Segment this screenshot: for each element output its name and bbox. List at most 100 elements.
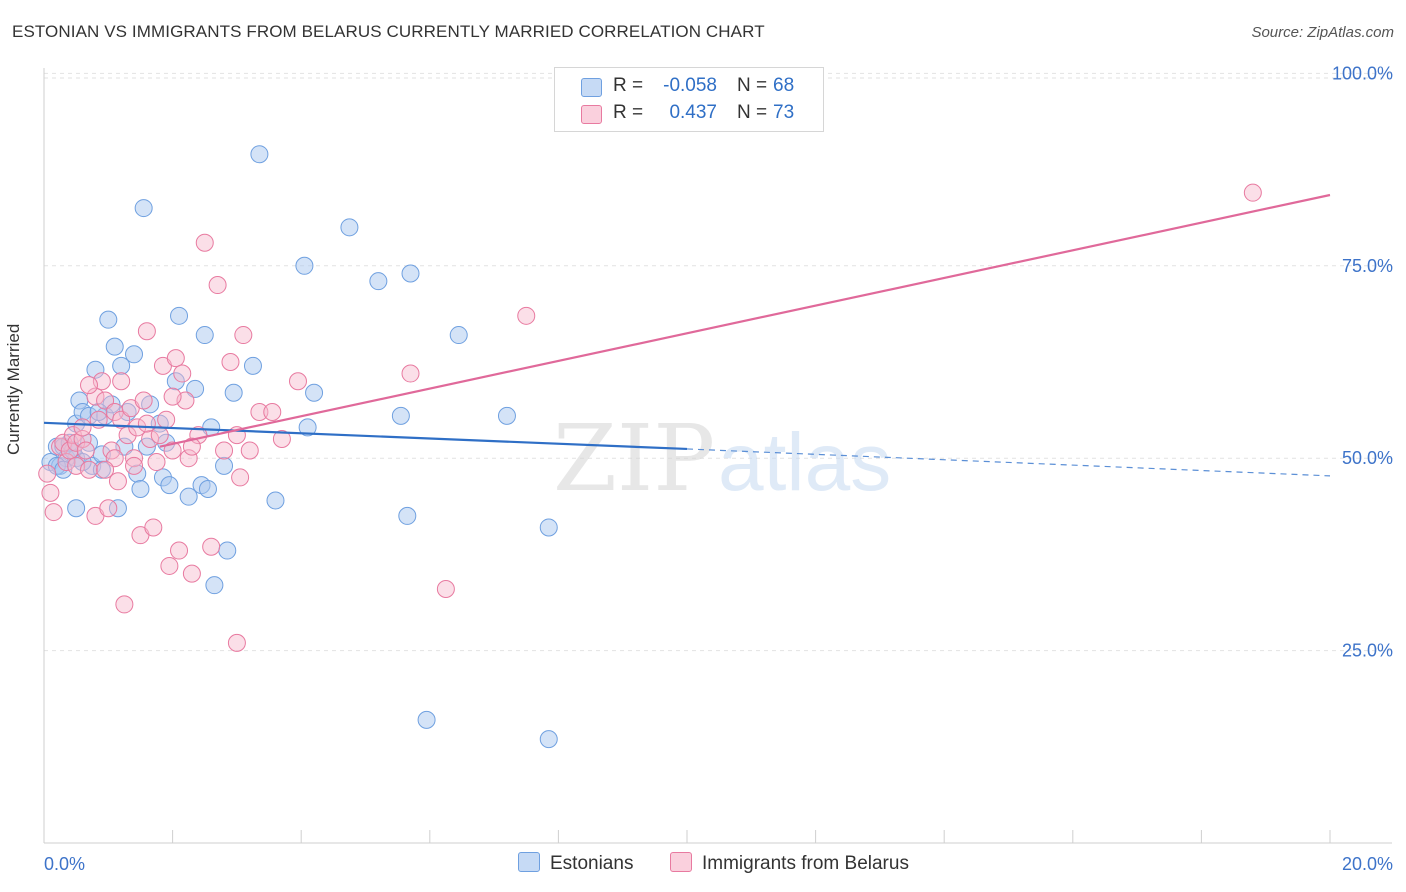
belarus-point [96,391,115,410]
estonians-point [539,518,558,537]
estonians-point [298,418,317,437]
belarus-point [125,456,144,475]
y-tick-label: 25.0% [1342,641,1393,661]
estonians-point [108,499,127,518]
bottom-legend-label-estonians: Estonians [550,853,634,874]
belarus-point [436,580,455,599]
estonians-point [305,383,324,402]
belarus-point [96,460,115,479]
belarus-point [182,437,201,456]
chart-source: Source: ZipAtlas.com [1251,24,1394,41]
x-tick-label-min: 0.0% [44,854,85,874]
legend-r-label: R = [613,102,644,123]
belarus-point [195,233,214,252]
belarus-point [227,633,246,652]
belarus-point [141,429,160,448]
estonians-point [369,272,388,291]
belarus-point [208,276,227,295]
belarus-point [250,403,269,422]
legend-r-value: -0.058 [663,75,717,96]
belarus-point [231,468,250,487]
legend-n-value: 73 [773,102,795,123]
estonians-point [398,506,417,525]
belarus-point [44,503,63,522]
legend-n-label: N = [737,102,768,123]
belarus-point [163,387,182,406]
belarus-point [54,433,73,452]
estonians-point [131,479,150,498]
chart-title: ESTONIAN VS IMMIGRANTS FROM BELARUS CURR… [12,22,765,41]
belarus-point [221,352,240,371]
legend-n-label: N = [737,75,768,96]
bottom-legend-estonians: Estonians [518,852,633,875]
estonians-point [89,403,108,422]
belarus-point [108,472,127,491]
belarus-point [263,403,282,422]
stats-legend: R = -0.058 N = 68 R = 0.437 N = 73 [554,67,824,132]
belarus-point [234,326,253,345]
belarus-point [160,556,179,575]
belarus-point [401,364,420,383]
estonians-point [134,199,153,218]
belarus-point [202,537,221,556]
estonians-trend-projection [686,448,1331,477]
estonians-point [215,456,234,475]
estonians-point [401,264,420,283]
belarus-point [112,372,131,391]
belarus-point [112,410,131,429]
belarus-point [38,464,57,483]
estonians-point [243,356,262,375]
estonians-point [205,576,224,595]
belarus-point [57,453,76,472]
tick-labels: 25.0% 50.0% 75.0% 100.0% 0.0% 20.0% [44,63,1393,874]
watermark: ZIP atlas [553,405,891,512]
belarus-point [76,441,95,460]
belarus-point [125,449,144,468]
belarus-point [80,460,99,479]
estonians-point [539,730,558,749]
estonians-point [67,499,86,518]
belarus-point [134,391,153,410]
watermark-zip: ZIP [553,405,715,512]
trend-lines [43,193,1331,477]
axes [43,68,1392,844]
belarus-point [157,410,176,429]
estonians-point [218,541,237,560]
belarus-point [147,453,166,472]
belarus-point [170,541,189,560]
legend-r-value: 0.437 [669,102,717,123]
estonians-point [198,479,217,498]
belarus-point [73,418,92,437]
estonians-point [250,145,269,164]
legend-r-label: R = [613,75,644,96]
belarus-point [517,306,536,325]
belarus-point [179,449,198,468]
estonians-point [160,476,179,495]
estonians-point [266,491,285,510]
estonians-point [224,383,243,402]
belarus-point [105,449,124,468]
belarus-point [60,441,79,460]
estonians-point [497,406,516,425]
estonians-point [112,356,131,375]
legend-swatch-belarus [581,105,602,124]
estonians-point [391,406,410,425]
x-tick-label-max: 20.0% [1342,854,1393,874]
belarus-point [86,387,105,406]
estonians-point [417,710,436,729]
belarus-point [166,349,185,368]
estonians-point [99,310,118,329]
bottom-legend-label-belarus: Immigrants from Belarus [702,853,909,874]
y-tick-label: 75.0% [1342,256,1393,276]
y-tick-label: 50.0% [1342,448,1393,468]
belarus-point [173,364,192,383]
belarus-point [80,376,99,395]
estonians-point [125,345,144,364]
belarus-point [272,429,291,448]
belarus-point [144,518,163,537]
belarus-point [137,414,156,433]
belarus-trend-line [159,193,1331,448]
legend-n-value: 68 [773,75,795,96]
estonians-point [105,337,124,356]
